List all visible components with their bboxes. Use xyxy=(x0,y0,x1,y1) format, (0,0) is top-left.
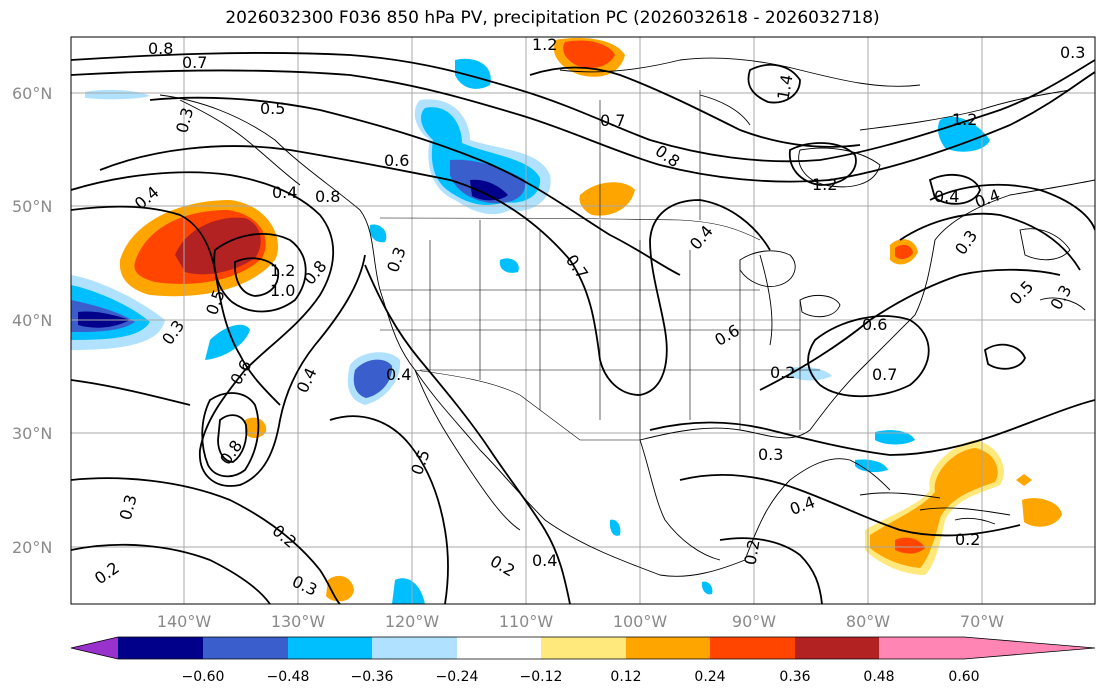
contour-label: 0.8 xyxy=(148,39,173,58)
colorbar-tick: −0.60 xyxy=(182,669,225,685)
lon-label: 140°W xyxy=(157,612,212,631)
lon-label: 90°W xyxy=(732,612,776,631)
contour-label: 1.4 xyxy=(773,73,796,101)
colorbar-tick: 0.12 xyxy=(610,669,641,685)
pv-contours xyxy=(71,52,1095,604)
colorbar-tick: 0.36 xyxy=(779,669,810,685)
chart-title: 2026032300 F036 850 hPa PV, precipitatio… xyxy=(225,8,880,28)
contour-label: 1.0 xyxy=(270,281,295,300)
contour-label: 0.4 xyxy=(934,187,959,206)
colorbar-extend-low xyxy=(71,637,118,659)
colorbar-tick: 0.24 xyxy=(694,669,725,685)
contour-label: 0.2 xyxy=(955,530,980,549)
colorbar-extend-high xyxy=(879,637,964,659)
colorbar xyxy=(70,636,1096,660)
lat-label: 60°N xyxy=(12,84,52,103)
contour-label: 0.8 xyxy=(315,187,340,206)
latitude-labels: 60°N 50°N 40°N 30°N 20°N xyxy=(12,84,52,557)
graticule xyxy=(71,37,1095,604)
precip-shading xyxy=(71,37,1062,604)
contour-label: 1.2 xyxy=(812,175,837,194)
lat-label: 50°N xyxy=(12,197,52,216)
lon-label: 110°W xyxy=(499,612,554,631)
contour-label: 0.4 xyxy=(386,365,411,384)
colorbar-tick: −0.12 xyxy=(520,669,563,685)
colorbar-segment xyxy=(795,637,879,659)
colorbar-tick: −0.24 xyxy=(436,669,479,685)
colorbar-segment xyxy=(118,637,203,659)
lat-label: 20°N xyxy=(12,538,52,557)
contour-label: 0.4 xyxy=(272,183,297,202)
contour-label: 0.7 xyxy=(600,111,625,130)
lon-label: 130°W xyxy=(271,612,326,631)
contour-label: 0.3 xyxy=(1060,43,1085,62)
contour-label: 1.2 xyxy=(532,35,557,54)
contour-label: 0.7 xyxy=(182,53,207,72)
lon-label: 120°W xyxy=(385,612,440,631)
colorbar-tick: −0.36 xyxy=(351,669,394,685)
lon-label: 80°W xyxy=(846,612,890,631)
lat-label: 30°N xyxy=(12,424,52,443)
colorbar-tick: 0.48 xyxy=(863,669,894,685)
colorbar-segment xyxy=(288,637,372,659)
contour-label: 1.2 xyxy=(270,261,295,280)
contour-label: 0.7 xyxy=(872,365,897,384)
colorbar-segment xyxy=(372,637,457,659)
colorbar-extend-high-tip xyxy=(964,637,1095,659)
lon-label: 70°W xyxy=(960,612,1004,631)
colorbar-segment xyxy=(541,637,626,659)
colorbar-tick: 0.60 xyxy=(948,669,979,685)
lat-label: 40°N xyxy=(12,311,52,330)
contour-label: 1.2 xyxy=(952,110,977,129)
colorbar-tick: −0.48 xyxy=(267,669,310,685)
contour-label: 0.6 xyxy=(862,315,887,334)
contour-label: 0.5 xyxy=(260,99,285,118)
contour-label: 0.6 xyxy=(384,151,409,170)
political-borders xyxy=(379,90,820,441)
contour-label: 0.4 xyxy=(532,551,557,570)
longitude-labels: 140°W 130°W 120°W 110°W 100°W 90°W 80°W … xyxy=(157,612,1004,631)
contour-label: 0.3 xyxy=(758,445,783,464)
colorbar-segment xyxy=(710,637,795,659)
colorbar-segment xyxy=(626,637,710,659)
contour-label: 0.2 xyxy=(770,363,795,382)
lon-label: 100°W xyxy=(613,612,668,631)
contour-label: 0.2 xyxy=(740,538,763,566)
plot-frame xyxy=(70,36,1096,605)
colorbar-tick-labels: −0.60 −0.48 −0.36 −0.24 −0.12 0.12 0.24 … xyxy=(182,669,980,685)
colorbar-segment xyxy=(203,637,288,659)
colorbar-segment xyxy=(457,637,541,659)
